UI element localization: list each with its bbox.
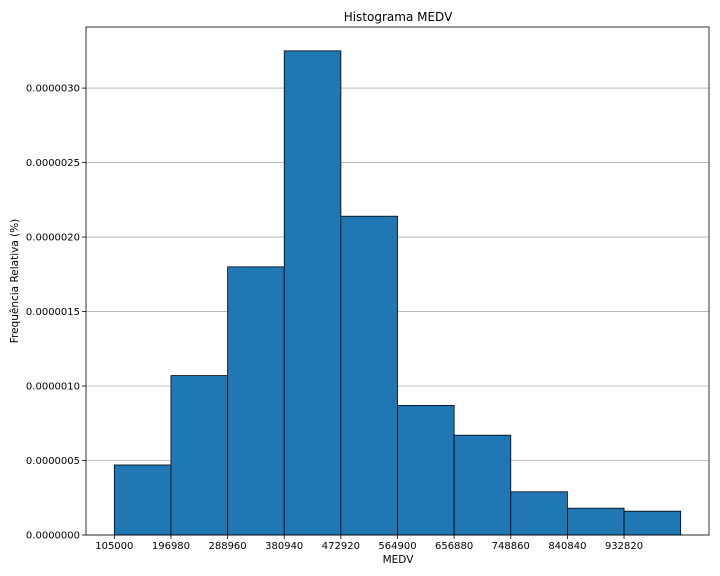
- histogram-bar: [340, 215, 398, 536]
- x-tick-label: 380940: [265, 541, 303, 552]
- chart-title: Histograma MEDV: [344, 10, 453, 24]
- bars: [113, 50, 682, 536]
- histogram-bar: [510, 491, 568, 536]
- histogram-bar: [567, 507, 625, 536]
- histogram-bar: [113, 464, 172, 536]
- x-tick-label: 748860: [492, 541, 530, 552]
- x-tick-label: 932820: [605, 541, 643, 552]
- y-tick-label: 0.0000020: [26, 233, 80, 244]
- histogram-bar: [397, 404, 455, 536]
- y-tick-label: 0.0000025: [26, 158, 80, 169]
- x-tick-label: 196980: [152, 541, 190, 552]
- y-tick-label: 0.0000000: [26, 531, 80, 542]
- x-tick-label: 288960: [208, 541, 246, 552]
- histogram-bar: [170, 375, 228, 536]
- x-tick-label: 472920: [322, 541, 360, 552]
- x-axis-label: MEDV: [383, 554, 415, 566]
- y-axis-label: Frequência Relativa (%): [9, 219, 21, 344]
- x-tick-label: 105000: [95, 541, 133, 552]
- histogram-bar: [453, 434, 512, 536]
- x-axis-ticks: 105000 196980 288960 380940 472920 564900 6568…: [95, 535, 643, 552]
- y-tick-label: 0.0000030: [26, 84, 80, 95]
- x-tick-label: 564900: [378, 541, 416, 552]
- histogram-bar: [283, 50, 342, 536]
- x-tick-label: 656880: [435, 541, 473, 552]
- y-tick-label: 0.0000015: [26, 307, 80, 318]
- y-tick-label: 0.0000010: [26, 382, 80, 393]
- histogram-bar: [623, 510, 682, 536]
- y-tick-label: 0.0000005: [26, 456, 80, 467]
- y-axis-ticks: 0.0000000 0.0000005 0.0000010 0.0000015 0.00…: [26, 84, 86, 542]
- histogram-bar: [227, 266, 285, 536]
- x-tick-label: 840840: [548, 541, 586, 552]
